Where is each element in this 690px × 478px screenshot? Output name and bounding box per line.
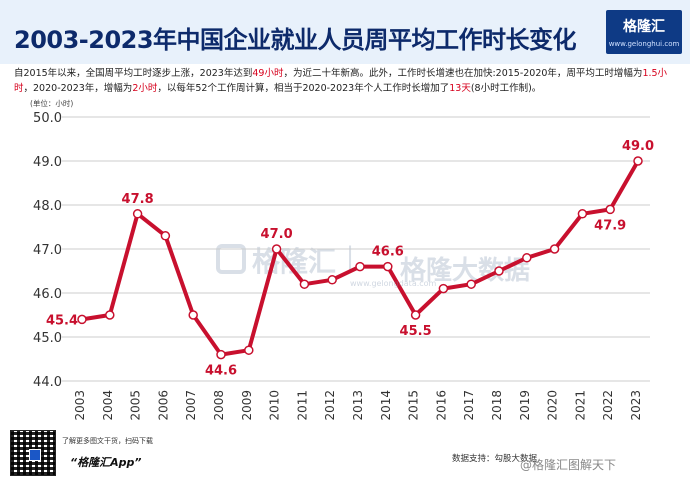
y-tick-label: 50.0: [33, 111, 62, 126]
description-text: 自2015年以来，全国周平均工时逐步上涨，2023年达到: [14, 68, 253, 79]
data-label: 45.4: [46, 313, 78, 328]
y-tick-label: 47.0: [33, 243, 62, 258]
brand-logo: 格隆汇 www.gelonghui.com: [606, 10, 682, 54]
data-point: [633, 156, 643, 166]
qr-code-icon[interactable]: [10, 430, 56, 476]
y-tick-label: 45.0: [33, 331, 62, 346]
data-label: 47.8: [122, 192, 154, 207]
unit-label: (单位：小时): [30, 99, 74, 108]
description-highlight: 49小时: [252, 68, 284, 79]
app-name: “格隆汇App”: [70, 456, 142, 469]
description-text: ，2020-2023年，增幅为: [23, 83, 133, 94]
y-tick-label: 46.0: [33, 287, 62, 302]
scan-text: 了解更多图文干货，扫码下载: [62, 437, 153, 445]
x-tick-label: 2004: [101, 390, 115, 421]
watermark-url: www.gelongdata.com: [350, 279, 437, 288]
data-point: [244, 345, 254, 355]
data-point: [188, 310, 198, 320]
data-point: [383, 261, 393, 272]
x-tick-label: 2003: [73, 390, 87, 421]
series-line: [80, 159, 640, 357]
brand-logo-url: www.gelonghui.com: [608, 40, 680, 48]
x-tick-label: 2022: [601, 390, 615, 421]
description-text: ，以每年52个工作周计算，相当于2020-2023年个人工作时长增加了: [157, 83, 450, 94]
x-tick-label: 2016: [434, 390, 448, 421]
watermark-logo-icon: [216, 244, 246, 274]
chart-description: 自2015年以来，全国周平均工时逐步上涨，2023年达到49小时，为近二十年新高…: [14, 66, 678, 96]
x-tick-label: 2006: [156, 390, 170, 421]
description-highlight: 13天: [449, 83, 471, 94]
data-point: [299, 279, 310, 289]
y-tick-label: 44.0: [33, 375, 62, 390]
data-point: [410, 310, 421, 320]
x-tick-label: 2012: [323, 390, 337, 421]
x-tick-label: 2019: [518, 390, 532, 421]
data-label: 49.0: [622, 139, 654, 154]
data-label: 47.0: [261, 227, 293, 242]
x-tick-label: 2014: [379, 390, 393, 421]
data-point: [605, 204, 615, 215]
x-tick-label: 2009: [240, 390, 254, 421]
description-highlight: 2小时: [132, 83, 158, 94]
data-point: [160, 231, 171, 241]
data-point: [549, 244, 560, 254]
data-point: [355, 261, 365, 272]
data-point: [271, 244, 282, 254]
data-point: [105, 310, 115, 320]
chart-title: 2003-2023年中国企业就业人员周平均工作时长变化: [14, 26, 577, 54]
data-point: [494, 266, 504, 276]
description-text: ，为近二十年新高。此外，工作时长增速也在加快:2015-2020年，周平均工时增…: [283, 68, 643, 79]
y-tick-label: 49.0: [33, 155, 62, 170]
data-label: 46.6: [372, 245, 404, 260]
x-tick-label: 2021: [573, 390, 587, 421]
data-point: [577, 209, 588, 219]
data-label: 44.6: [205, 364, 237, 379]
x-tick-label: 2015: [407, 390, 421, 421]
app-promo: 了解更多图文干货，扫码下载 “格隆汇App”: [8, 428, 168, 476]
watermark-sep: |: [346, 242, 355, 270]
data-point: [216, 349, 226, 360]
x-tick-label: 2017: [462, 390, 476, 421]
x-tick-label: 2013: [351, 390, 365, 421]
data-point: [466, 279, 476, 289]
x-tick-label: 2023: [629, 390, 643, 421]
data-source: 数据支持：勾股大数据: [452, 454, 538, 464]
data-point: [77, 314, 87, 325]
description-text: (8小时工作制)。: [470, 83, 542, 94]
x-tick-label: 2020: [546, 390, 560, 421]
description-highlight: 1.5小时: [14, 68, 668, 94]
data-label: 45.5: [400, 324, 432, 339]
data-point: [132, 209, 143, 219]
x-tick-label: 2018: [490, 390, 504, 421]
data-label: 47.9: [594, 218, 626, 233]
weibo-watermark: @格隆汇图解天下: [520, 458, 617, 472]
y-tick-label: 48.0: [33, 199, 62, 214]
data-point: [438, 283, 449, 294]
x-tick-label: 2008: [212, 390, 226, 421]
watermark-product: 格隆大数据: [400, 256, 531, 286]
data-point: [327, 275, 337, 285]
brand-logo-name: 格隆汇: [623, 19, 665, 35]
x-tick-label: 2011: [295, 390, 309, 421]
x-tick-label: 2010: [268, 390, 282, 421]
x-tick-label: 2007: [184, 390, 198, 421]
header-banner: 2003-2023年中国企业就业人员周平均工作时长变化 格隆汇 www.gelo…: [0, 0, 690, 64]
x-tick-label: 2005: [129, 390, 143, 421]
data-point: [522, 253, 532, 263]
